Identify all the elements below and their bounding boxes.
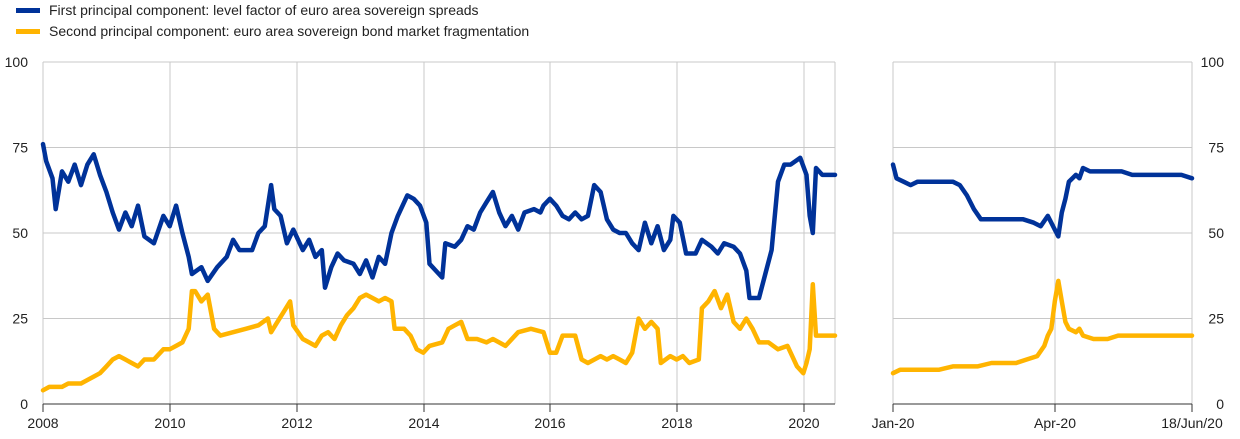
y-tick-label: 100 <box>1201 54 1225 70</box>
legend-swatch-yellow <box>16 29 40 34</box>
x-tick-label: 2008 <box>27 415 58 431</box>
series-line-second-component-long <box>40 282 838 393</box>
y-tick-label: 75 <box>1208 140 1224 156</box>
panel-long: 0 25 50 75 100 2008 2010 2012 2014 2016 2018 2020 <box>5 54 838 431</box>
x-tick-label: 18/Jun/20 <box>1161 415 1223 431</box>
y-tick-label: 0 <box>20 396 28 412</box>
x-tick-label: 2012 <box>281 415 312 431</box>
panel-zoom: 0 25 50 75 100 Jan-20 Apr-20 18/Jun/20 <box>872 54 1225 431</box>
y-tick-label: 50 <box>12 225 28 241</box>
series-line-first-component-zoom <box>890 162 1195 239</box>
x-tick-label: 2016 <box>534 415 565 431</box>
legend-label-first-component: First principal component: level factor … <box>49 2 479 18</box>
legend-item-first-component: First principal component: level factor … <box>16 0 529 21</box>
y-tick-label: 100 <box>5 54 29 70</box>
y-tick-label: 50 <box>1208 225 1224 241</box>
x-tick-label: 2020 <box>788 415 819 431</box>
x-tick-label: 2014 <box>408 415 439 431</box>
y-tick-label: 25 <box>12 311 28 327</box>
y-tick-label: 0 <box>1216 396 1224 412</box>
legend: First principal component: level factor … <box>16 0 529 42</box>
series-line-second-component-zoom <box>890 278 1195 376</box>
x-tick-label: Jan-20 <box>872 415 915 431</box>
legend-swatch-blue <box>16 8 40 13</box>
x-tick-label: 2018 <box>661 415 692 431</box>
x-tick-label: Apr-20 <box>1034 415 1076 431</box>
x-tick-label: 2010 <box>154 415 185 431</box>
legend-label-second-component: Second principal component: euro area so… <box>49 23 530 39</box>
y-tick-label: 25 <box>1208 311 1224 327</box>
legend-item-second-component: Second principal component: euro area so… <box>16 21 529 42</box>
series-line-first-component-long <box>40 141 838 301</box>
y-tick-label: 75 <box>12 140 28 156</box>
